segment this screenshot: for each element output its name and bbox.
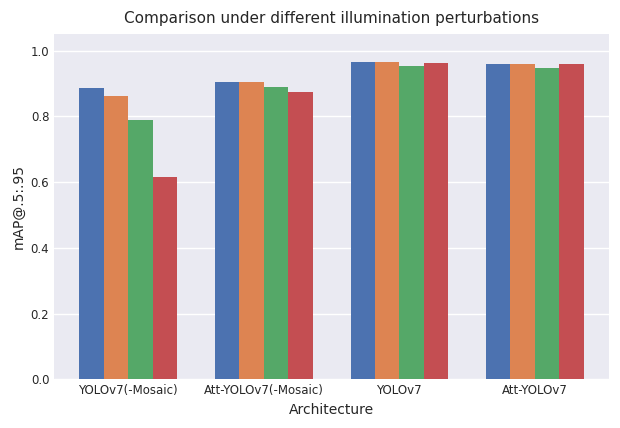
Bar [535,68,559,380]
Bar [104,96,128,380]
Bar [128,120,153,380]
Bar [215,82,239,380]
Bar [153,177,177,380]
Title: Comparison under different illumination perturbations: Comparison under different illumination … [124,11,539,26]
Bar [399,66,423,380]
Bar [423,63,448,380]
Bar [239,82,264,380]
Y-axis label: mAP@.5:.95: mAP@.5:.95 [11,164,25,250]
Bar [486,64,510,380]
Bar [510,65,535,380]
Bar [79,89,104,380]
Bar [559,64,583,380]
X-axis label: Architecture: Architecture [289,403,374,417]
Bar [375,62,399,380]
Bar [264,87,288,380]
Bar [288,92,312,380]
Bar [350,62,375,380]
